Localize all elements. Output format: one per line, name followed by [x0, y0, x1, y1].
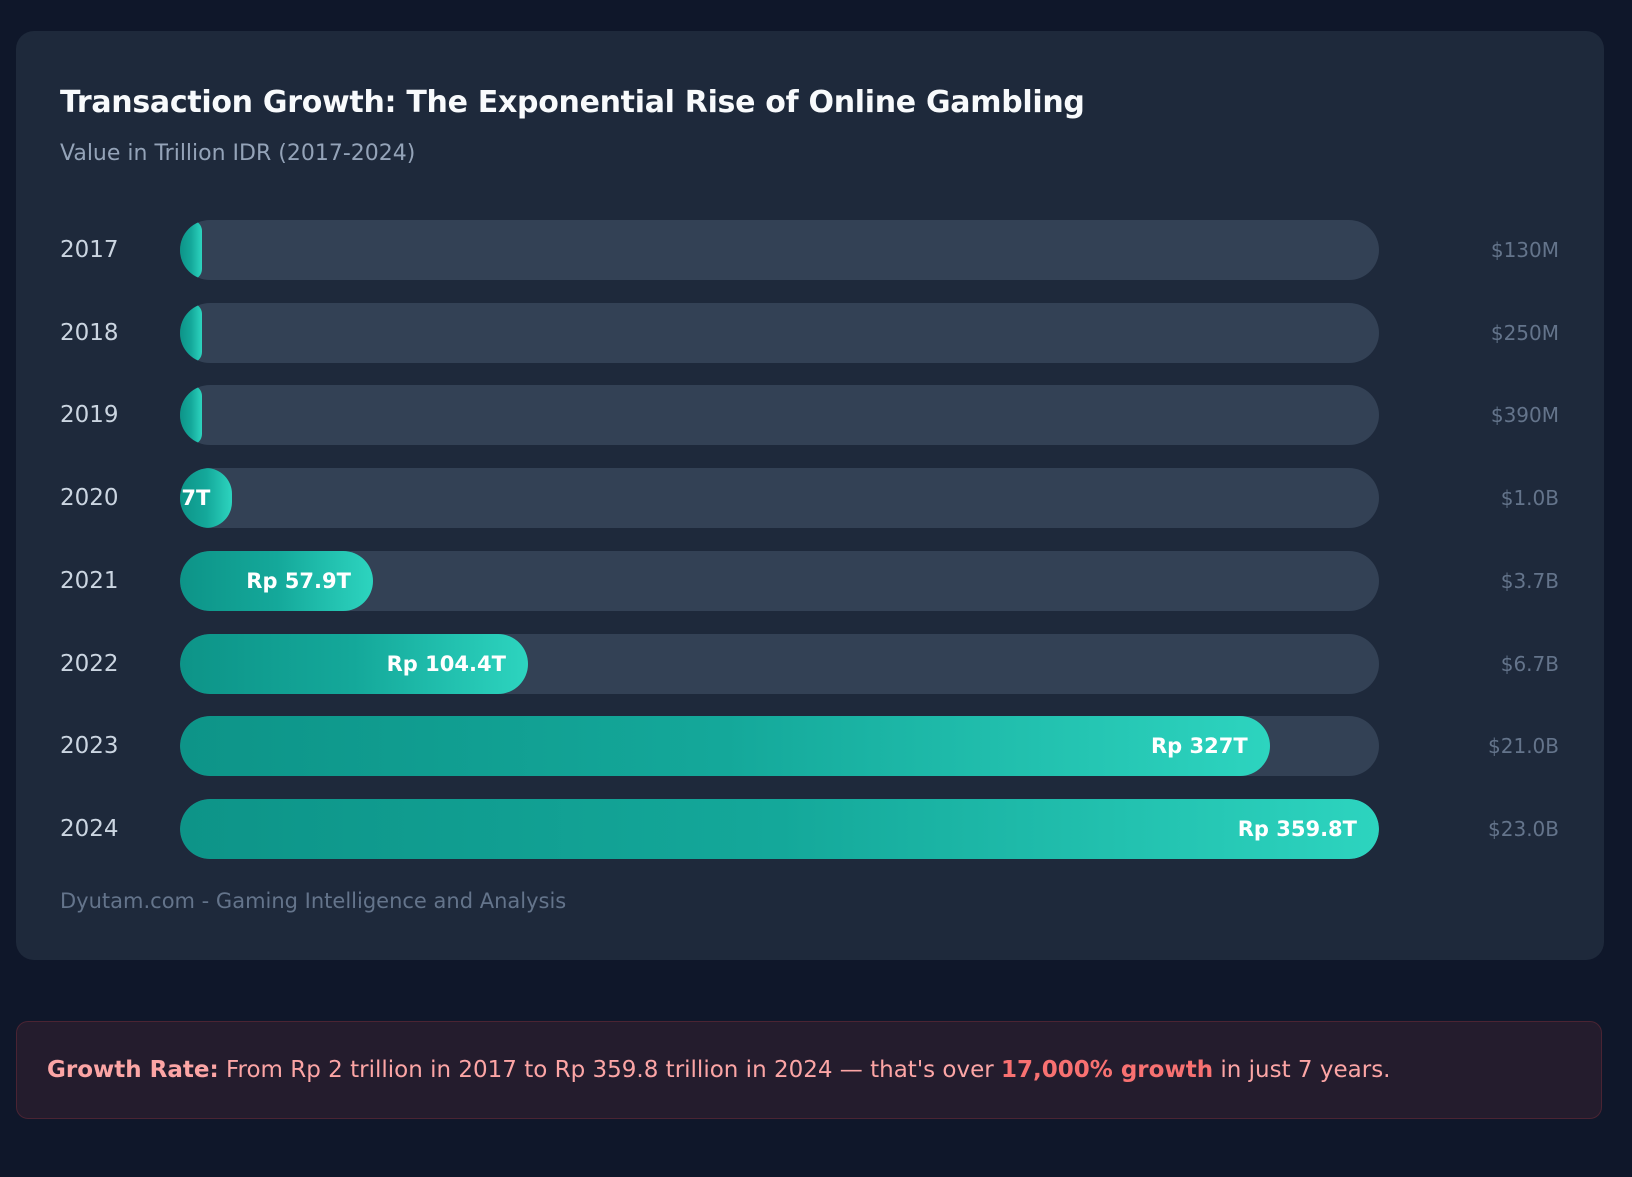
bar-fill	[180, 220, 202, 280]
usd-value-label: $1.0B	[1500, 486, 1559, 511]
bar-row: 2023 Rp 327T $21.0B	[16, 716, 1604, 777]
usd-value-label: $390M	[1490, 403, 1559, 428]
bar-value-label: Rp 104.4T	[386, 651, 506, 676]
bar-track: Rp 104.4T	[180, 633, 1379, 694]
bar-track	[180, 220, 1379, 280]
chart-card: Transaction Growth: The Exponential Rise…	[16, 31, 1604, 960]
bar-fill	[180, 302, 202, 363]
year-label: 2023	[60, 733, 119, 760]
bar-track: Rp 15.7T	[180, 468, 1379, 529]
bar-fill: Rp 359.8T	[180, 798, 1379, 859]
bar-fill	[180, 385, 202, 446]
bar-row: 2020 Rp 15.7T $1.0B	[16, 468, 1604, 529]
usd-value-label: $130M	[1490, 238, 1559, 262]
year-label: 2021	[60, 567, 119, 594]
year-label: 2022	[60, 650, 119, 677]
year-label: 2020	[60, 485, 119, 512]
bar-track: Rp 359.8T	[180, 798, 1379, 859]
year-label: 2024	[60, 815, 119, 842]
usd-value-label: $6.7B	[1500, 651, 1559, 676]
year-label: 2017	[60, 237, 119, 263]
chart-subtitle: Value in Trillion IDR (2017-2024)	[60, 141, 416, 166]
callout-text-1: From Rp 2 trillion in 2017 to Rp 359.8 t…	[218, 1057, 1002, 1083]
bar-track: Rp 57.9T	[180, 550, 1379, 611]
year-label: 2019	[60, 402, 119, 429]
bar-value-label: Rp 57.9T	[246, 568, 351, 593]
callout-text-2: in just 7 years.	[1213, 1057, 1391, 1083]
usd-value-label: $23.0B	[1488, 816, 1559, 841]
bar-row: 2024 Rp 359.8T $23.0B	[16, 798, 1604, 859]
bar-fill: Rp 327T	[180, 716, 1270, 777]
year-label: 2018	[60, 319, 119, 346]
bar-row: 2021 Rp 57.9T $3.7B	[16, 550, 1604, 611]
chart-title: Transaction Growth: The Exponential Rise…	[60, 85, 1085, 120]
bar-row: 2018 $250M	[16, 302, 1604, 363]
usd-value-label: $250M	[1490, 320, 1559, 345]
bar-value-label: Rp 359.8T	[1237, 816, 1357, 841]
bar-row: 2017 $130M	[16, 220, 1604, 280]
growth-callout: Growth Rate: From Rp 2 trillion in 2017 …	[16, 1021, 1602, 1119]
source-note: Dyutam.com - Gaming Intelligence and Ana…	[60, 889, 567, 913]
callout-text: Growth Rate: From Rp 2 trillion in 2017 …	[47, 1022, 1390, 1118]
callout-lead: Growth Rate:	[47, 1057, 219, 1083]
bar-fill: Rp 104.4T	[180, 633, 528, 694]
bar-row: 2022 Rp 104.4T $6.7B	[16, 633, 1604, 694]
bar-track: Rp 327T	[180, 716, 1379, 777]
bar-track	[180, 385, 1379, 446]
bar-track	[180, 302, 1379, 363]
bar-fill: Rp 15.7T	[180, 468, 233, 529]
usd-value-label: $3.7B	[1500, 568, 1559, 593]
callout-highlight: 17,000% growth	[1001, 1057, 1214, 1083]
bar-value-label: Rp 327T	[1151, 734, 1248, 759]
bar-value-label: Rp 15.7T	[180, 486, 211, 511]
bar-fill: Rp 57.9T	[180, 550, 373, 611]
bar-row: 2019 $390M	[16, 385, 1604, 446]
usd-value-label: $21.0B	[1488, 734, 1559, 759]
